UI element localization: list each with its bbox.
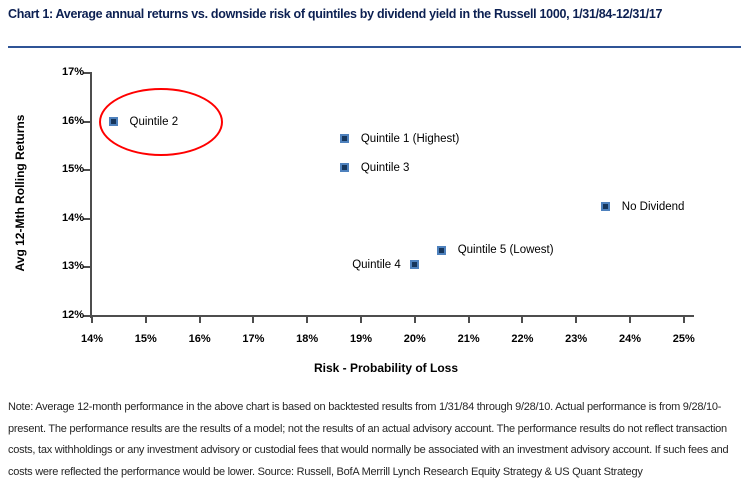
- x-tick-label: 15%: [134, 333, 157, 345]
- data-point-marker: [601, 202, 611, 212]
- chart-title: Chart 1: Average annual returns vs. down…: [8, 7, 663, 21]
- x-tick: [521, 317, 524, 323]
- y-tick-label: 15%: [61, 163, 84, 176]
- highlight-ellipse: [99, 87, 224, 156]
- data-point-marker: [437, 245, 447, 255]
- y-tick: [83, 120, 91, 123]
- x-tick: [198, 317, 201, 323]
- y-tick-label: 17%: [61, 66, 84, 78]
- x-tick-label: 22%: [511, 333, 534, 345]
- x-tick-label: 23%: [565, 333, 588, 345]
- data-point-marker: [109, 117, 119, 127]
- y-tick: [83, 217, 91, 220]
- data-point-marker: [340, 134, 350, 144]
- data-point-marker: [340, 163, 350, 173]
- data-point-label: Quintile 4: [352, 258, 401, 271]
- x-tick: [575, 317, 578, 323]
- x-tick: [144, 317, 147, 323]
- y-tick-label: 13%: [61, 260, 84, 273]
- x-tick: [467, 317, 470, 323]
- x-tick: [682, 317, 685, 323]
- data-point-marker: [410, 260, 420, 270]
- y-axis-line: [90, 72, 92, 318]
- x-tick: [306, 317, 309, 323]
- x-tick-label: 24%: [618, 333, 642, 345]
- x-tick-label: 18%: [296, 333, 319, 345]
- x-tick-label: 16%: [188, 333, 211, 345]
- x-axis-title: Risk - Probability of Loss: [313, 361, 459, 375]
- y-tick: [83, 72, 91, 74]
- data-point-label: Quintile 5 (Lowest): [457, 244, 554, 257]
- data-point-label: Quintile 2: [129, 115, 179, 128]
- x-tick-label: 19%: [349, 333, 373, 345]
- y-tick-label: 12%: [61, 309, 84, 321]
- footnote: Note: Average 12-month performance in th…: [8, 401, 729, 478]
- x-tick-label: 25%: [672, 333, 695, 345]
- x-tick-label: 20%: [403, 333, 426, 345]
- x-tick: [360, 317, 362, 323]
- y-tick-label: 16%: [61, 114, 84, 127]
- data-point-label: Quintile 1 (Highest): [360, 132, 460, 145]
- y-axis-title: Avg 12-Mth Rolling Returns: [13, 114, 27, 272]
- data-point-label: No Dividend: [621, 200, 685, 213]
- x-tick-label: 17%: [242, 333, 265, 345]
- x-tick-label: 21%: [457, 333, 480, 345]
- y-tick-label: 14%: [61, 211, 84, 224]
- y-tick: [83, 266, 91, 269]
- x-tick: [91, 317, 93, 323]
- y-tick: [83, 315, 91, 317]
- data-point-label: Quintile 3: [360, 161, 410, 174]
- x-axis-line: [90, 315, 694, 317]
- x-tick-label: 14%: [80, 333, 104, 345]
- x-tick: [413, 317, 416, 323]
- x-tick: [252, 317, 255, 323]
- y-tick: [83, 169, 91, 172]
- x-tick: [629, 317, 631, 323]
- title-divider: [8, 46, 741, 48]
